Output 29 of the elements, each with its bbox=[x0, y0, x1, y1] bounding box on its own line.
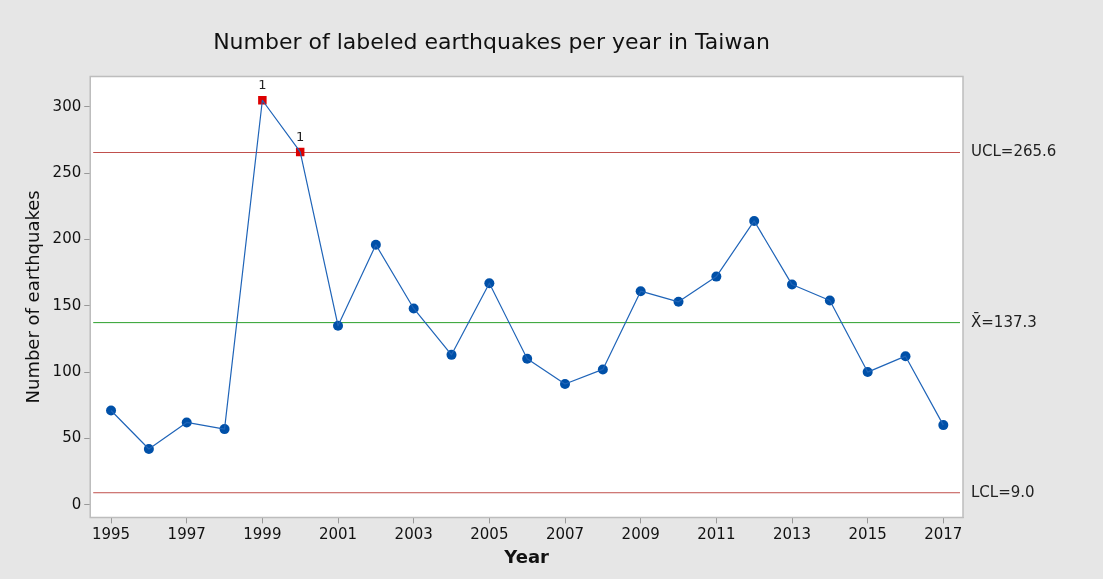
y-tick-label: 250 bbox=[52, 163, 82, 182]
ref-line-label: UCL=265.6 bbox=[971, 142, 1057, 161]
point bbox=[106, 405, 117, 416]
x-axis-title: Year bbox=[503, 545, 550, 567]
x-tick-label: 1999 bbox=[243, 525, 282, 544]
x-tick-label: 2009 bbox=[621, 525, 660, 544]
x-tick-label: 2011 bbox=[697, 525, 736, 544]
x-tick-label: 2013 bbox=[772, 525, 812, 544]
chart-title: Number of labeled earthquakes per year in Taiwan bbox=[213, 28, 770, 54]
y-tick-label: 100 bbox=[52, 361, 82, 380]
annotation: 1 bbox=[296, 128, 305, 144]
x-tick-label: 1997 bbox=[167, 525, 206, 544]
ref-line-label: X̄=137.3 bbox=[971, 311, 1037, 331]
x-tick-label: 2005 bbox=[470, 525, 509, 544]
x-tick-label: 2007 bbox=[545, 525, 585, 544]
y-tick-label: 150 bbox=[52, 295, 82, 314]
x-tick-label: 1995 bbox=[91, 525, 131, 544]
y-tick-label: 50 bbox=[62, 428, 82, 447]
y-tick-label: 0 bbox=[71, 494, 82, 513]
y-tick-label: 300 bbox=[52, 96, 82, 115]
ref-line-label: LCL=9.0 bbox=[971, 482, 1035, 501]
point bbox=[938, 420, 949, 431]
y-tick-label: 200 bbox=[52, 229, 82, 248]
x-tick-label: 2015 bbox=[848, 525, 887, 544]
x-tick-label: 2001 bbox=[318, 525, 358, 544]
annotation: 1 bbox=[258, 77, 267, 93]
y-axis-title: Number of earthquakes bbox=[22, 190, 44, 404]
x-tick-label: 2017 bbox=[924, 525, 963, 544]
x-tick-label: 2003 bbox=[394, 525, 433, 544]
